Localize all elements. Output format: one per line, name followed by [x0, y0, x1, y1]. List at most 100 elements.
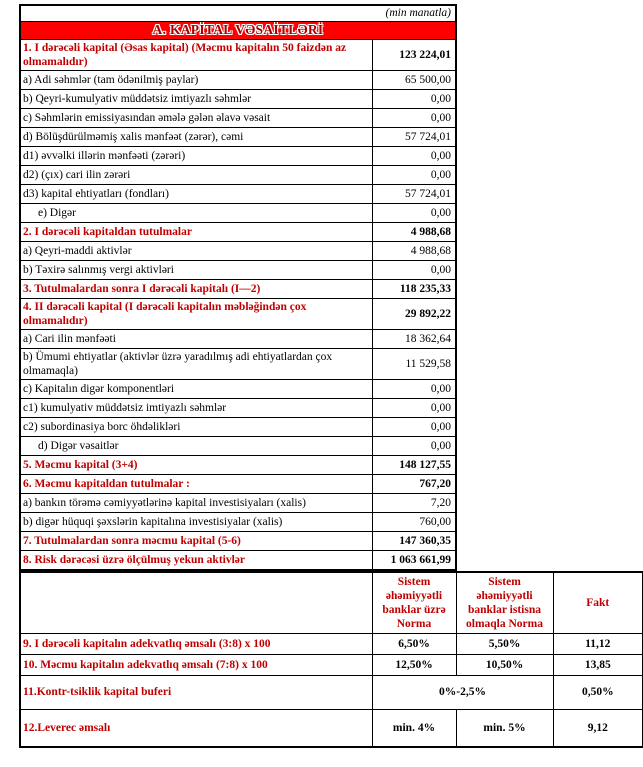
table-row: a) Qeyri-maddi aktivlər 4 988,68	[19, 241, 457, 262]
row-value: 11 529,58	[371, 348, 457, 381]
row-value: 123 224,01	[371, 39, 457, 72]
row-value: 0%-2,5%	[371, 674, 554, 710]
row-value: min. 4%	[371, 708, 457, 748]
table-row: c) Kapitalın digər komponentləri 0,00	[19, 379, 457, 400]
table-row: d2) (çıx) cari ilin zərəri 0,00	[19, 165, 457, 186]
row-value: 18 362,64	[371, 329, 457, 350]
row-label: 3. Tutulmalardan sonra I dərəcəli kapita…	[19, 279, 373, 300]
row-value: 760,00	[371, 512, 457, 533]
row-value: 0,00	[371, 379, 457, 400]
row-label: c) Səhmlərin emissiyasından əmələ gələn …	[19, 108, 373, 129]
row-value: 0,00	[371, 89, 457, 110]
row-value: 0,00	[371, 108, 457, 129]
row-label: a) Qeyri-maddi aktivlər	[19, 241, 373, 262]
table-row: a) Cari ilin mənfəəti 18 362,64	[19, 329, 457, 350]
row-value: 0,00	[371, 436, 457, 457]
row-label: b) Təxirə salınmış vergi aktivləri	[19, 260, 373, 281]
adequacy-table-header: Sistem əhəmiyyətli banklar üzrə Norma Si…	[19, 571, 643, 634]
adequacy-table: Sistem əhəmiyyətli banklar üzrə Norma Si…	[19, 570, 643, 749]
row-label: 11.Kontr-tsiklik kapital buferi	[19, 674, 373, 710]
table-row: 10. Məcmu kapitalın adekvatlıq əmsalı (7…	[19, 653, 643, 676]
row-label: d2) (çıx) cari ilin zərəri	[19, 165, 373, 186]
table-row: b) Təxirə salınmış vergi aktivləri 0,00	[19, 260, 457, 281]
row-value: 4 988,68	[371, 241, 457, 262]
row-label: d) Bölüşdürülməmiş xalis mənfəət (zərər)…	[19, 127, 373, 148]
empty-header-cell	[19, 571, 373, 634]
table-row: b) Ümumi ehtiyatlar (aktivlər üzrə yarad…	[19, 348, 457, 381]
table-row: c2) subordinasiya borc öhdəlikləri 0,00	[19, 417, 457, 438]
row-label: a) Cari ilin mənfəəti	[19, 329, 373, 350]
table-row: d1) əvvəlki illərin mənfəəti (zərəri) 0,0…	[19, 146, 457, 167]
row-value: 0,00	[371, 146, 457, 167]
capital-table-body: (min manatla) A. KAPİTAL VƏSAİTLƏRİ 1. I…	[19, 4, 457, 571]
table-row: 1. I dərəcəli kapital (Əsas kapital) (Mə…	[19, 39, 457, 72]
row-label: 6. Məcmu kapitaldan tutulmalar :	[19, 474, 373, 495]
table-row: d3) kapital ehtiyatları (fondları) 57 724…	[19, 184, 457, 205]
row-value: 1 063 661,99	[371, 550, 457, 571]
capital-table: (min manatla) A. KAPİTAL VƏSAİTLƏRİ 1. I…	[19, 4, 458, 571]
row-label: e) Digər	[19, 203, 373, 224]
row-value: 65 500,00	[371, 70, 457, 91]
row-value: 148 127,55	[371, 455, 457, 476]
row-label: c) Kapitalın digər komponentləri	[19, 379, 373, 400]
column-header-row: Sistem əhəmiyyətli banklar üzrə Norma Si…	[19, 571, 643, 634]
row-value: 9,12	[552, 708, 643, 748]
table-row: 3. Tutulmalardan sonra I dərəcəli kapita…	[19, 279, 457, 300]
table-row: 6. Məcmu kapitaldan tutulmalar :767,20	[19, 474, 457, 495]
table-row: a) bankın törəmə cəmiyyətlərinə kapital …	[19, 493, 457, 514]
row-value: 29 892,22	[371, 298, 457, 331]
table-row: 11.Kontr-tsiklik kapital buferi 0%-2,5% 0,…	[19, 674, 643, 710]
row-label: 2. I dərəcəli kapitaldan tutulmalar	[19, 222, 373, 243]
row-value: 0,00	[371, 260, 457, 281]
row-label: 8. Risk dərəcəsi üzrə ölçülmuş yekun akt…	[19, 550, 373, 571]
row-label: a) bankın törəmə cəmiyyətlərinə kapital …	[19, 493, 373, 514]
column-header-norma-sib: Sistem əhəmiyyətli banklar üzrə Norma	[371, 571, 457, 634]
section-title: A. KAPİTAL VƏSAİTLƏRİ	[19, 21, 457, 41]
table-row: b) Qeyri-kumulyativ müddətsiz imtiyazlı …	[19, 89, 457, 110]
row-value: 57 724,01	[371, 127, 457, 148]
adequacy-table-body: 9. I dərəcəli kapitalın adekvatlıq əmsal…	[19, 632, 643, 748]
row-value: 57 724,01	[371, 184, 457, 205]
unit-note: (min manatla)	[19, 4, 457, 23]
row-label: c2) subordinasiya borc öhdəlikləri	[19, 417, 373, 438]
table-row: a) Adi səhmlər (tam ödənilmiş paylar) 65 …	[19, 70, 457, 91]
section-title-row: A. KAPİTAL VƏSAİTLƏRİ	[19, 21, 457, 41]
row-value: 767,20	[371, 474, 457, 495]
row-label: a) Adi səhmlər (tam ödənilmiş paylar)	[19, 70, 373, 91]
row-value: 4 988,68	[371, 222, 457, 243]
row-label: 12.Leverec əmsalı	[19, 708, 373, 748]
table-row: 4. II dərəcəli kapital (I dərəcəli kapit…	[19, 298, 457, 331]
row-label: d) Digər vəsaitlər	[19, 436, 373, 457]
row-value: 0,00	[371, 203, 457, 224]
row-value: 118 235,33	[371, 279, 457, 300]
table-row: d) Digər vəsaitlər 0,00	[19, 436, 457, 457]
row-label: b) digər hüquqi şəxslərin kapitalına inv…	[19, 512, 373, 533]
row-value: 0,50%	[552, 674, 643, 710]
row-value: 7,20	[371, 493, 457, 514]
row-label: 9. I dərəcəli kapitalın adekvatlıq əmsal…	[19, 632, 373, 655]
row-value: 13,85	[552, 653, 643, 676]
row-label: 4. II dərəcəli kapital (I dərəcəli kapit…	[19, 298, 373, 331]
row-label: b) Ümumi ehtiyatlar (aktivlər üzrə yarad…	[19, 348, 373, 381]
unit-note-row: (min manatla)	[19, 4, 457, 23]
row-value: min. 5%	[455, 708, 554, 748]
table-row: b) digər hüquqi şəxslərin kapitalına inv…	[19, 512, 457, 533]
row-value: 5,50%	[455, 632, 554, 655]
column-header-norma-other: Sistem əhəmiyyətli banklar istisna olmaq…	[455, 571, 554, 634]
row-value: 11,12	[552, 632, 643, 655]
row-value: 147 360,35	[371, 531, 457, 552]
row-value: 0,00	[371, 398, 457, 419]
table-row: 12.Leverec əmsalı min. 4% min. 5% 9,12	[19, 708, 643, 748]
table-row: 8. Risk dərəcəsi üzrə ölçülmuş yekun akt…	[19, 550, 457, 571]
table-row: 5. Məcmu kapital (3+4) 148 127,55	[19, 455, 457, 476]
table-row: 7. Tutulmalardan sonra məcmu kapital (5-…	[19, 531, 457, 552]
row-value: 6,50%	[371, 632, 457, 655]
table-row: d) Bölüşdürülməmiş xalis mənfəət (zərər)…	[19, 127, 457, 148]
row-label: d1) əvvəlki illərin mənfəəti (zərəri)	[19, 146, 373, 167]
row-label: 5. Məcmu kapital (3+4)	[19, 455, 373, 476]
row-label: 1. I dərəcəli kapital (Əsas kapital) (Mə…	[19, 39, 373, 72]
row-label: 10. Məcmu kapitalın adekvatlıq əmsalı (7…	[19, 653, 373, 676]
row-label: c1) kumulyativ müddətsiz imtiyazlı səhml…	[19, 398, 373, 419]
row-value: 10,50%	[455, 653, 554, 676]
